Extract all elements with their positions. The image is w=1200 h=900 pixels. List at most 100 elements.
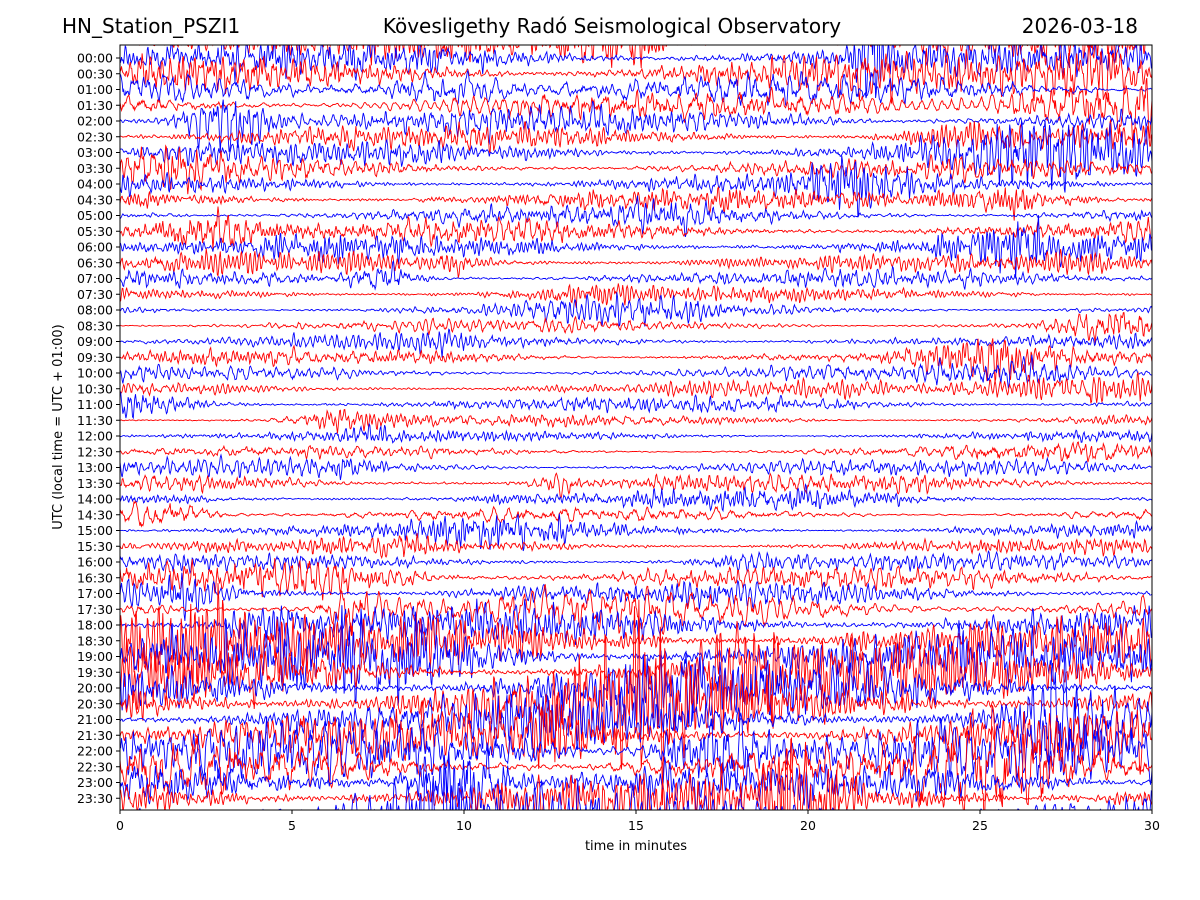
y-tick-label: 20:00	[77, 681, 113, 696]
seismic-trace	[120, 482, 1152, 513]
y-tick-label: 23:30	[77, 791, 113, 806]
y-tick-label: 18:30	[77, 633, 113, 648]
seismic-trace	[120, 441, 1152, 463]
x-tick-label: 15	[628, 818, 644, 833]
x-tick-label: 25	[972, 818, 988, 833]
seismic-trace	[120, 120, 1152, 193]
station-label: HN_Station_PSZI1	[62, 14, 241, 38]
y-tick-label: 09:30	[77, 350, 113, 365]
seismic-trace	[121, 45, 1146, 69]
seismic-trace	[120, 215, 1152, 279]
y-tick-label: 22:00	[77, 744, 113, 759]
seismic-trace	[120, 704, 1152, 810]
seismic-trace	[120, 45, 1152, 99]
seismic-trace	[120, 186, 1152, 221]
seismic-trace	[120, 77, 1152, 148]
y-tick-label: 01:30	[77, 98, 113, 113]
seismic-trace	[120, 605, 1152, 706]
seismic-trace	[120, 453, 1152, 481]
seismic-trace	[120, 572, 1152, 622]
seismic-trace	[120, 598, 1152, 650]
y-tick-label: 12:30	[77, 444, 113, 459]
y-tick-label: 18:00	[77, 618, 113, 633]
seismic-trace	[120, 558, 1152, 601]
seismic-trace	[120, 328, 1152, 358]
seismic-trace	[120, 408, 1152, 434]
seismic-trace	[120, 248, 1152, 278]
y-tick-label: 16:30	[77, 570, 113, 585]
seismic-trace	[120, 283, 1152, 308]
y-tick-label: 17:00	[77, 586, 113, 601]
seismic-trace	[120, 472, 1152, 500]
seismic-trace	[120, 533, 1152, 560]
chart-title: Kövesligethy Radó Seismological Observat…	[382, 14, 842, 38]
y-axis-label: UTC (local time = UTC + 01:00)	[51, 324, 66, 529]
seismic-trace	[120, 354, 1152, 389]
trace-layer	[120, 45, 1152, 810]
y-tick-label: 10:00	[77, 366, 113, 381]
seismic-trace	[120, 583, 1152, 690]
date-label: 2026-03-18	[1021, 14, 1138, 38]
seismic-trace	[120, 195, 1152, 238]
y-tick-label: 07:30	[77, 287, 113, 302]
seismic-trace	[120, 45, 1152, 105]
seismic-trace	[120, 583, 1152, 636]
y-tick-label: 16:00	[77, 555, 113, 570]
y-tick-label: 02:30	[77, 129, 113, 144]
seismic-trace	[120, 513, 1152, 552]
y-tick-label: 21:30	[77, 728, 113, 743]
y-tick-label: 13:30	[77, 476, 113, 491]
y-tick-label: 02:00	[77, 114, 113, 129]
x-tick-label: 20	[800, 818, 816, 833]
y-tick-label: 08:30	[77, 318, 113, 333]
seismic-trace	[120, 99, 1152, 154]
seismic-trace	[120, 312, 1152, 344]
y-tick-label: 17:30	[77, 602, 113, 617]
y-tick-label: 09:00	[77, 334, 113, 349]
seismic-trace	[120, 746, 1152, 810]
y-tick-label: 03:30	[77, 161, 113, 176]
y-tick-label: 11:00	[77, 397, 113, 412]
y-tick-label: 15:00	[77, 523, 113, 538]
y-tick-label: 14:00	[77, 492, 113, 507]
y-tick-label: 00:30	[77, 66, 113, 81]
seismic-trace	[120, 500, 1152, 528]
y-tick-label: 03:00	[77, 145, 113, 160]
y-tick-label: 08:00	[77, 303, 113, 318]
seismic-trace	[120, 371, 1152, 404]
x-axis: 0 5 10 15 20 25 30	[116, 810, 1160, 833]
x-axis-label: time in minutes	[585, 839, 687, 854]
seismic-trace	[120, 155, 1152, 218]
y-tick-label: 10:30	[77, 381, 113, 396]
y-tick-label: 13:00	[77, 460, 113, 475]
y-tick-label: 12:00	[77, 429, 113, 444]
y-tick-label: 07:00	[77, 271, 113, 286]
y-tick-label: 06:30	[77, 255, 113, 270]
seismic-trace	[120, 391, 1152, 420]
seismic-trace	[120, 550, 1152, 575]
y-tick-label: 14:30	[77, 507, 113, 522]
y-tick-label: 21:00	[77, 712, 113, 727]
x-tick-label: 5	[288, 818, 296, 833]
seismic-trace	[120, 119, 1152, 154]
y-tick-label: 01:00	[77, 82, 113, 97]
seismic-trace	[120, 206, 1152, 249]
y-tick-label: 11:30	[77, 413, 113, 428]
seismic-trace	[120, 695, 1152, 775]
seismic-trace	[120, 144, 1152, 195]
seismic-trace	[120, 599, 1152, 806]
seismic-trace	[120, 292, 1152, 328]
y-axis: 00:0000:3001:0001:3002:0002:3003:0003:30…	[77, 51, 120, 806]
y-tick-label: 20:30	[77, 696, 113, 711]
y-tick-label: 04:00	[77, 177, 113, 192]
y-tick-label: 05:30	[77, 224, 113, 239]
y-tick-label: 19:00	[77, 649, 113, 664]
y-tick-label: 05:00	[77, 208, 113, 223]
y-tick-label: 15:30	[77, 539, 113, 554]
seismic-trace	[120, 712, 1152, 792]
y-tick-label: 23:00	[77, 775, 113, 790]
x-tick-label: 10	[456, 818, 472, 833]
seismic-trace	[120, 338, 1152, 382]
x-tick-label: 30	[1144, 818, 1160, 833]
x-tick-label: 0	[116, 818, 124, 833]
